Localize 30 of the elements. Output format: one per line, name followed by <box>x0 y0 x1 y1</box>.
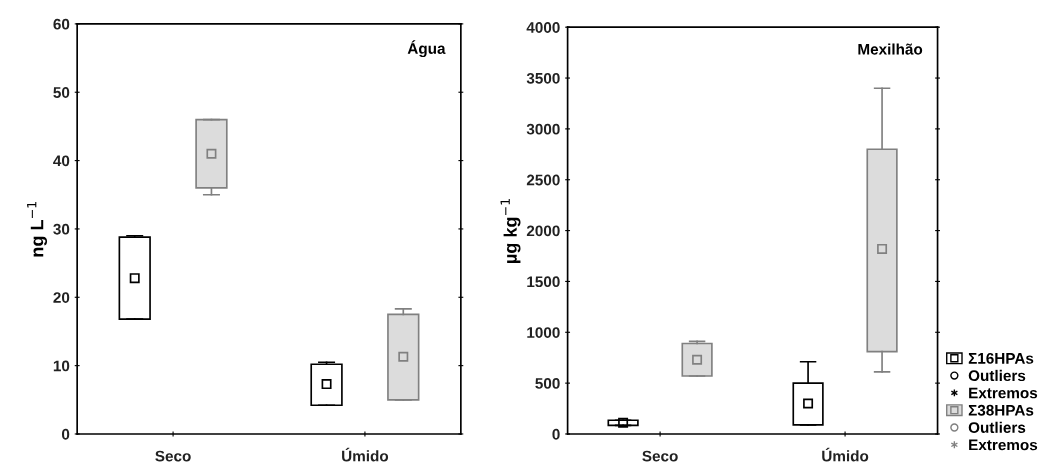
y-tick-label: 0 <box>552 428 560 440</box>
y-tick-label: 0 <box>61 428 70 440</box>
y-tick-label: 30 <box>53 223 70 235</box>
legend-label: Σ16HPAs <box>968 352 1034 364</box>
y-tick-label: 10 <box>53 360 70 372</box>
x-tick-label: Úmido <box>342 447 389 462</box>
x-tick-label: Úmido <box>822 447 869 462</box>
y-tick-label: 40 <box>53 155 70 167</box>
y-tick-label: 2000 <box>526 225 560 237</box>
y-tick-label: 4000 <box>526 22 560 33</box>
legend-label: Σ38HPAs <box>968 404 1034 416</box>
y-tick-label: 20 <box>53 292 70 303</box>
y-tick-label: 50 <box>53 87 70 98</box>
y-axis-title: ng L$^{−1}$ <box>27 201 48 257</box>
y-tick-label: 3000 <box>526 123 560 135</box>
annotation: Água <box>407 40 446 58</box>
y-tick-label: 60 <box>53 18 70 30</box>
y-tick-label: 3500 <box>526 72 560 84</box>
y-tick-label: 1000 <box>527 327 560 338</box>
legend-label: Extremos <box>969 387 1038 399</box>
legend-label: Outliers <box>968 421 1026 433</box>
y-tick-label: 500 <box>535 378 560 389</box>
y-tick-label: 1500 <box>527 276 560 288</box>
x-tick-label: Seco <box>155 450 191 462</box>
annotation: Mexilhão <box>858 43 923 55</box>
legend-label: Outliers <box>968 369 1026 382</box>
legend-label: Extremos <box>969 439 1038 451</box>
y-tick-label: 2500 <box>526 174 560 186</box>
y-axis-title: µg kg$^{−1}$ <box>500 198 521 263</box>
x-tick-label: Seco <box>642 450 678 462</box>
